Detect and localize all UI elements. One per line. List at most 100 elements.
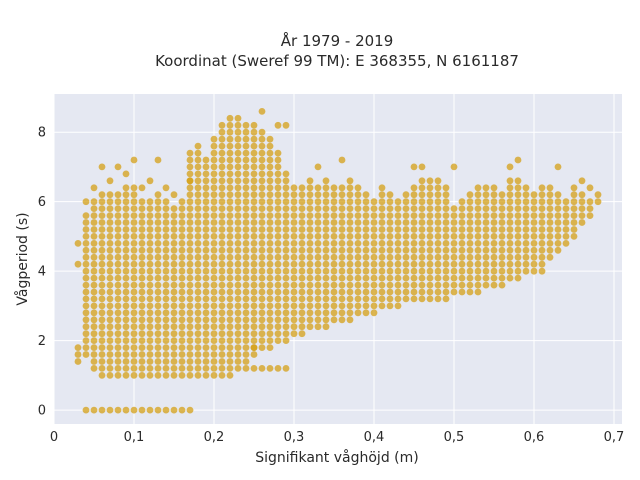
data-point (282, 260, 290, 268)
data-point (570, 226, 578, 233)
data-point (354, 191, 362, 199)
data-point (266, 226, 274, 233)
data-point (98, 302, 106, 310)
data-point (194, 253, 202, 261)
y-axis-label: Vågperiod (s) (14, 212, 31, 305)
data-point (106, 330, 114, 338)
data-point (250, 344, 258, 351)
data-point (338, 184, 346, 192)
data-point (178, 226, 186, 233)
data-point (402, 267, 410, 275)
data-point (226, 184, 234, 192)
data-point (146, 406, 154, 414)
data-point (210, 372, 218, 379)
data-point (162, 295, 170, 303)
data-point (370, 198, 378, 206)
data-point (402, 212, 410, 220)
data-point (98, 309, 106, 317)
data-point (418, 253, 426, 261)
data-point (82, 219, 90, 226)
data-point (210, 344, 218, 351)
data-point (194, 281, 202, 289)
data-point (434, 267, 442, 275)
data-point (338, 240, 346, 247)
data-point (410, 260, 418, 268)
data-point (354, 260, 362, 268)
data-point (186, 163, 194, 171)
data-point (242, 198, 250, 206)
data-point (82, 295, 90, 303)
data-point (106, 246, 114, 254)
data-point (170, 233, 178, 240)
data-point (458, 219, 466, 226)
data-point (146, 351, 154, 358)
data-point (122, 323, 130, 331)
data-point (250, 191, 258, 199)
data-point (450, 212, 458, 220)
data-point (274, 233, 282, 240)
data-point (298, 226, 306, 233)
data-point (514, 274, 522, 282)
data-point (330, 240, 338, 247)
data-point (90, 240, 98, 247)
data-point (210, 233, 218, 240)
data-point (458, 267, 466, 275)
data-point (274, 240, 282, 247)
data-point (418, 212, 426, 220)
data-point (170, 302, 178, 310)
data-point (562, 240, 570, 247)
data-point (274, 260, 282, 268)
data-point (322, 260, 330, 268)
data-point (290, 260, 298, 268)
data-point (418, 184, 426, 192)
data-point (98, 316, 106, 324)
data-point (130, 295, 138, 303)
data-point (346, 240, 354, 247)
data-point (186, 149, 194, 157)
data-point (538, 260, 546, 268)
data-point (482, 253, 490, 261)
data-point (506, 219, 514, 226)
data-point (234, 344, 242, 351)
data-point (98, 233, 106, 240)
data-point (338, 253, 346, 261)
data-point (90, 184, 98, 192)
data-point (306, 309, 314, 317)
data-point (554, 163, 562, 171)
data-point (290, 295, 298, 303)
data-point (138, 302, 146, 310)
data-point (234, 316, 242, 324)
data-point (346, 281, 354, 289)
data-point (458, 233, 466, 240)
data-point (466, 274, 474, 282)
data-point (282, 295, 290, 303)
data-point (362, 274, 370, 282)
data-point (498, 274, 506, 282)
data-point (266, 177, 274, 185)
data-point (378, 260, 386, 268)
data-point (226, 149, 234, 157)
data-point (442, 226, 450, 233)
data-point (306, 212, 314, 220)
data-point (530, 219, 538, 226)
data-point (522, 219, 530, 226)
data-point (234, 302, 242, 310)
data-point (578, 212, 586, 220)
data-point (154, 344, 162, 351)
data-point (450, 233, 458, 240)
data-point (194, 351, 202, 358)
data-point (386, 212, 394, 220)
data-point (226, 191, 234, 199)
data-point (114, 163, 122, 171)
data-point (514, 191, 522, 199)
data-point (426, 212, 434, 220)
data-point (130, 309, 138, 317)
data-point (130, 406, 138, 414)
data-point (146, 267, 154, 275)
data-point (298, 288, 306, 296)
data-point (578, 219, 586, 226)
data-point (258, 184, 266, 192)
data-point (218, 240, 226, 247)
data-point (434, 219, 442, 226)
data-point (426, 177, 434, 185)
